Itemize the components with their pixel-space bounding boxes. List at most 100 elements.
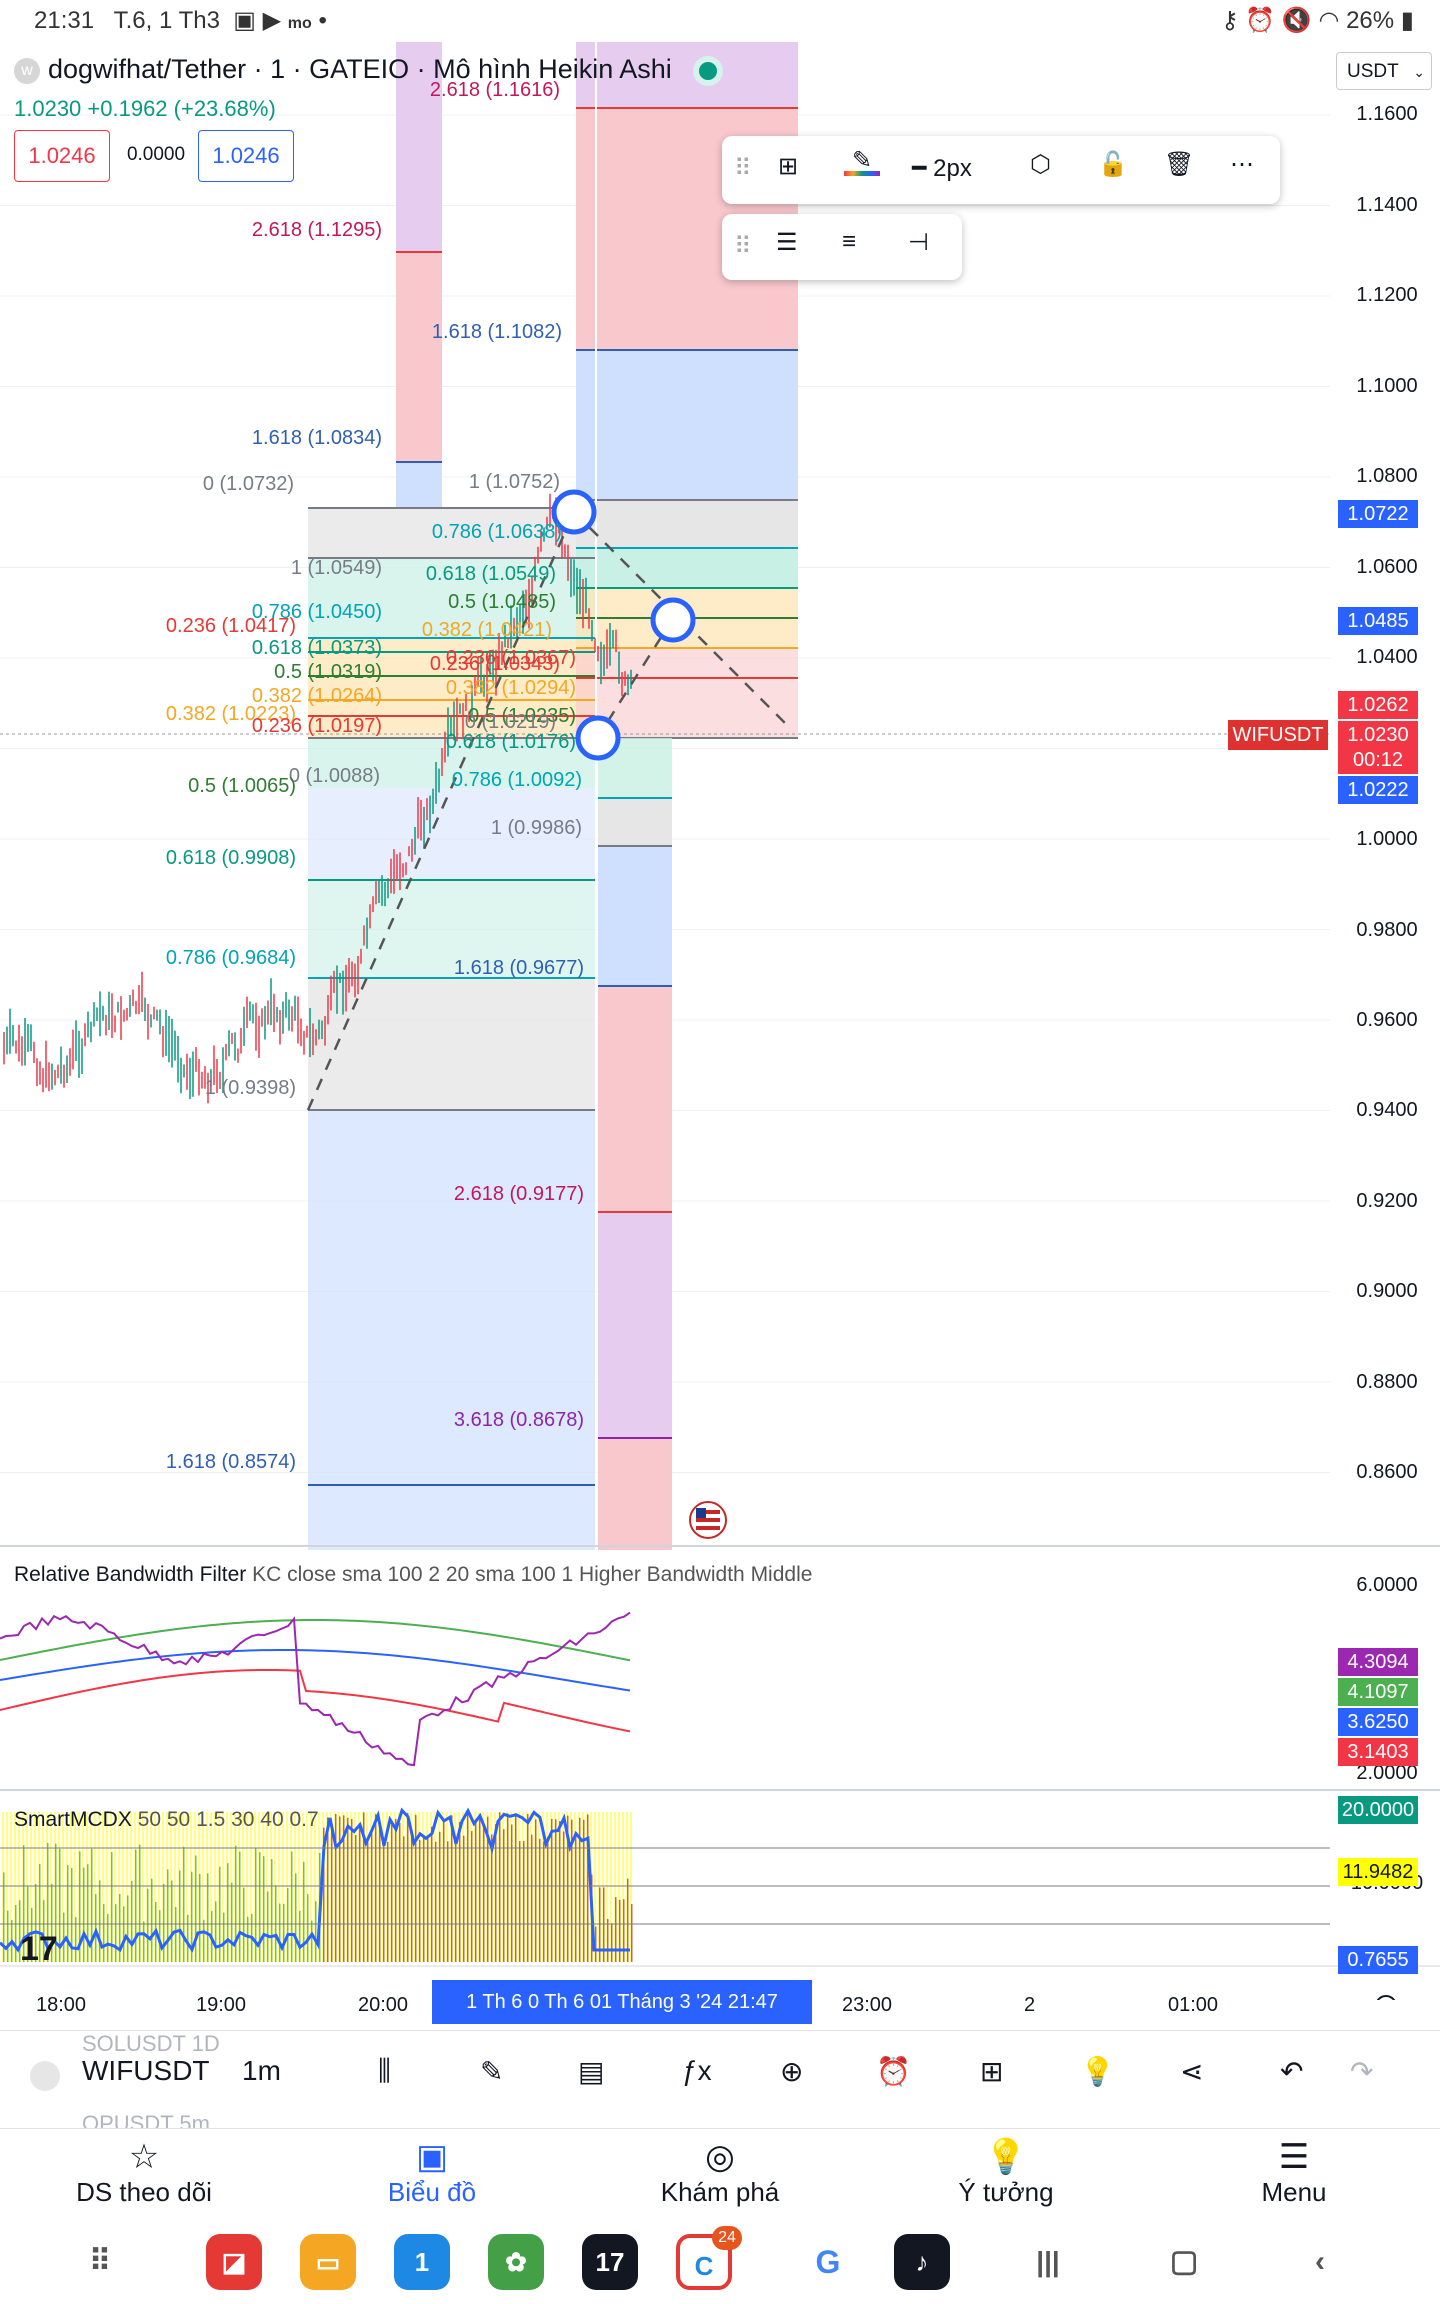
mcdx-bar: [587, 1814, 589, 1962]
nav-menu[interactable]: ☰ Menu: [1194, 2129, 1394, 2208]
mcdx-bar: [14, 1812, 16, 1962]
photos-app-icon[interactable]: ✿: [488, 2234, 544, 2290]
idea-icon[interactable]: 💡: [1080, 2056, 1115, 2087]
mcdx-bar: [335, 1813, 337, 1962]
currency-select[interactable]: USDT ⌄: [1336, 52, 1432, 90]
mcdx-bar: [142, 1812, 144, 1962]
indicator2-legend[interactable]: SmartMCDX 50 50 1.5 30 40 0.7: [14, 1808, 319, 1832]
nav-chart[interactable]: ▣ Biểu đồ: [332, 2129, 532, 2208]
mcdx-bar: [74, 1812, 76, 1962]
mcdx-bar: [7, 1910, 9, 1962]
fib-anchor-point-2[interactable]: [650, 597, 696, 643]
mcdx-bar: [555, 1819, 557, 1962]
mcdx-bar: [47, 1842, 49, 1962]
redo-icon[interactable]: ↷: [1350, 2056, 1374, 2087]
us-flag-icon[interactable]: [689, 1501, 727, 1539]
mcdx-bar: [127, 1895, 129, 1962]
price-badge: 1.0230: [1338, 721, 1418, 749]
nav-ideas[interactable]: 💡 Ý tưởng: [906, 2129, 1106, 2208]
back-icon[interactable]: ‹: [1315, 2245, 1325, 2278]
time-tick-label: 19:00: [196, 1994, 247, 2016]
mcdx-bar: [571, 1819, 573, 1962]
fx-icon[interactable]: ƒx: [682, 2055, 712, 2086]
fib-lines-icon[interactable]: ≡: [842, 228, 857, 255]
share-icon[interactable]: ⋖: [1180, 2056, 1204, 2087]
recents-icon[interactable]: |||: [1036, 2246, 1060, 2277]
mcdx-bar: [303, 1861, 305, 1962]
fib-lower-column[interactable]: [598, 738, 672, 1550]
layout-icon[interactable]: ⊞: [980, 2056, 1004, 2087]
time-crosshair-label: 1 Th 6 0 Th 6 01 Tháng 3 '24 21:47: [432, 1980, 812, 2024]
mcdx-bar: [42, 1812, 44, 1962]
fib-level-label: 2.618 (1.1616): [430, 79, 560, 101]
unlock-icon[interactable]: 🔓: [1098, 151, 1128, 178]
alert-icon[interactable]: ⏰: [876, 2056, 911, 2087]
fib-levels-icon[interactable]: ☰: [776, 229, 798, 256]
status-time: 21:31: [34, 7, 95, 34]
mcdx-bar: [235, 1845, 237, 1962]
add-icon[interactable]: ⊕: [780, 2056, 804, 2087]
drag-handle-icon[interactable]: ⠿: [734, 233, 752, 260]
fib-anchor-point-1[interactable]: [551, 489, 597, 535]
trash-icon[interactable]: 🗑: [1164, 151, 1195, 178]
candle-type-icon[interactable]: ⫼: [378, 2055, 391, 2086]
mcdx-bar: [547, 1836, 549, 1962]
interval-selector[interactable]: 1m: [242, 2055, 281, 2086]
nav-label: Biểu đồ: [387, 2177, 477, 2207]
mute-icon: 🔇: [1281, 7, 1312, 34]
more-icon[interactable]: ⋯: [1230, 151, 1254, 178]
fib-level-label: 1.618 (1.0834): [252, 427, 382, 449]
home-icon[interactable]: ▢: [1169, 2245, 1199, 2278]
mcdx-bar: [267, 1891, 269, 1962]
mcdx-bar: [343, 1815, 345, 1962]
symbol-selector[interactable]: WIFUSDT: [82, 2055, 210, 2086]
time-axis-settings-icon[interactable]: [1376, 1995, 1396, 2000]
main-chart[interactable]: 2.618 (1.1295) 1.618 (1.0834) 0 (1.0732) 1 …: [0, 40, 1440, 2000]
mcdx-bar: [307, 1894, 309, 1962]
stroke-width-value: 2px: [933, 155, 972, 182]
undo-icon[interactable]: ↶: [1280, 2056, 1304, 2087]
video-icon: ▶: [262, 7, 282, 34]
mcdx-bar: [331, 1824, 333, 1962]
mcdx-bar: [51, 1883, 53, 1962]
draw-icon[interactable]: ✎: [480, 2056, 504, 2087]
mcdx-bar: [411, 1834, 413, 1962]
mcdx-bar: [10, 1812, 12, 1962]
fib-left-block[interactable]: [308, 508, 596, 1550]
bid-price-button[interactable]: 1.0246: [14, 130, 110, 182]
drag-handle-icon[interactable]: ⠿: [734, 155, 752, 182]
mcdx-bar: [391, 1824, 393, 1962]
fib-anchor-point-3[interactable]: [575, 715, 621, 761]
pencil-color-icon[interactable]: ✎: [844, 146, 880, 176]
star-icon: ☆: [128, 2138, 160, 2176]
google-app-icon[interactable]: G: [800, 2234, 856, 2290]
nav-watchlist[interactable]: ☆ DS theo dõi: [44, 2129, 244, 2208]
mcdx-bar: [583, 1819, 585, 1962]
nav-explore[interactable]: ◎ Khám phá: [620, 2129, 820, 2208]
symbol-title[interactable]: w dogwifhat/Tether · 1 · GATEIO · Mô hình…: [14, 54, 724, 86]
price-change: 1.0230 +0.1962 (+23.68%): [14, 96, 276, 121]
mcdx-bar: [91, 1848, 93, 1962]
mcdx-bar: [87, 1864, 89, 1962]
mcdx-bar: [487, 1816, 489, 1962]
tradingview-app-icon[interactable]: 17: [582, 2234, 638, 2290]
fib-column-left[interactable]: [396, 42, 442, 508]
settings-hex-icon[interactable]: ⬡: [1030, 151, 1051, 178]
tiktok-app-icon[interactable]: ♪: [894, 2234, 950, 2290]
calendar-app-icon[interactable]: 1: [394, 2234, 450, 2290]
ask-price-button[interactable]: 1.0246: [198, 130, 294, 182]
files-app-icon[interactable]: ▭: [300, 2234, 356, 2290]
indicators-icon[interactable]: ▤: [578, 2056, 605, 2087]
fib-level-label: 0.382 (1.0421): [422, 619, 552, 641]
mcdx-bar: [427, 1837, 429, 1962]
line-style-icon[interactable]: ━ 2px: [912, 155, 972, 182]
notes-app-icon[interactable]: ◪: [206, 2234, 262, 2290]
indicator1-legend[interactable]: Relative Bandwidth Filter KC close sma 1…: [14, 1563, 812, 1587]
status-bar: 21:31 T.6, 1 Th3 ▣ ▶ mo • ⚷ ⏰ 🔇 ◠ 26% ▮: [0, 0, 1440, 40]
fib-level-label: 0.786 (1.0092): [452, 769, 582, 791]
fib-extension-icon[interactable]: ⊣: [908, 229, 929, 256]
mcdx-bar: [359, 1826, 361, 1962]
app-drawer-icon[interactable]: ⠿: [89, 2245, 111, 2278]
add-template-icon[interactable]: ⊞: [778, 153, 799, 180]
battery-text: 26%: [1346, 7, 1395, 34]
